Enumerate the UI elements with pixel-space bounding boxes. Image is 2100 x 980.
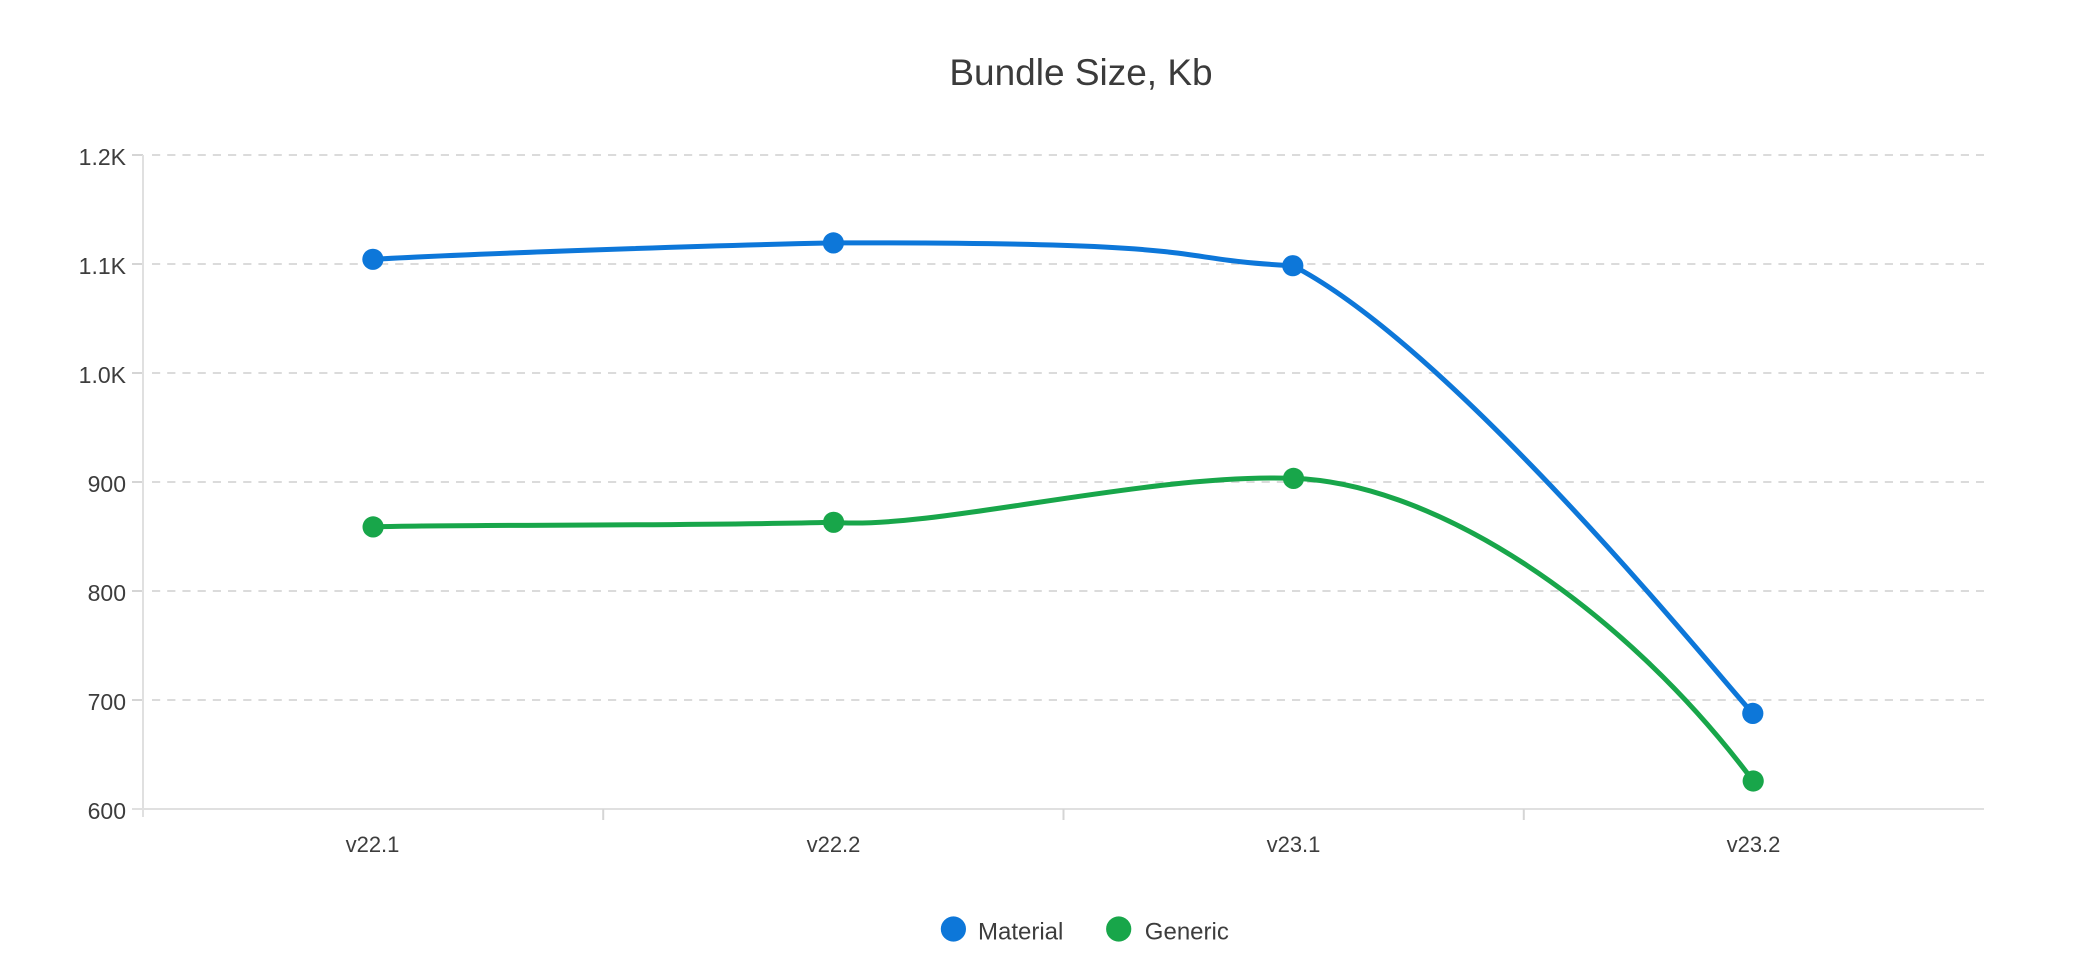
- svg-text:700: 700: [88, 689, 126, 715]
- svg-text:Generic: Generic: [1145, 918, 1229, 945]
- svg-text:600: 600: [88, 798, 126, 824]
- svg-text:v22.1: v22.1: [346, 832, 400, 857]
- svg-text:900: 900: [88, 471, 126, 497]
- svg-text:v23.1: v23.1: [1267, 832, 1321, 857]
- svg-text:1.2K: 1.2K: [79, 144, 127, 170]
- svg-text:Material: Material: [978, 918, 1063, 945]
- svg-text:v22.2: v22.2: [807, 832, 861, 857]
- svg-text:1.1K: 1.1K: [79, 253, 127, 279]
- svg-text:Bundle Size, Kb: Bundle Size, Kb: [949, 52, 1212, 93]
- svg-text:1.0K: 1.0K: [79, 362, 127, 388]
- svg-text:v23.2: v23.2: [1727, 832, 1781, 857]
- svg-text:800: 800: [88, 580, 126, 606]
